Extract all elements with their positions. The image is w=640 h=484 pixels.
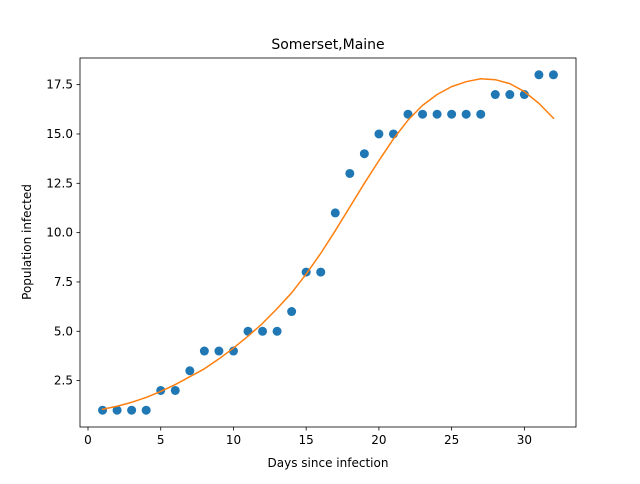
y-tick-label: 12.5	[46, 176, 73, 190]
y-tick-label: 15.0	[46, 127, 73, 141]
data-point	[199, 346, 209, 356]
data-point	[214, 346, 224, 356]
plot-area	[98, 70, 558, 415]
data-point	[447, 109, 457, 119]
data-point	[112, 405, 122, 415]
data-point	[548, 70, 558, 80]
data-point	[534, 70, 544, 80]
data-point	[490, 90, 500, 100]
data-point	[330, 208, 340, 218]
data-point	[505, 90, 515, 100]
data-point	[170, 385, 180, 395]
data-point	[519, 90, 529, 100]
x-axis-label: Days since infection	[268, 456, 389, 470]
x-tick-label: 30	[517, 433, 532, 447]
y-tick-label: 7.5	[54, 275, 73, 289]
data-point	[461, 109, 471, 119]
data-point	[359, 149, 369, 159]
data-point	[127, 405, 137, 415]
chart-title: Somerset,Maine	[271, 37, 384, 53]
data-point	[258, 326, 268, 336]
y-tick-label: 5.0	[54, 324, 73, 338]
data-point	[228, 346, 238, 356]
data-point	[316, 267, 326, 277]
y-tick-label: 17.5	[46, 78, 73, 92]
data-point	[287, 307, 297, 317]
fit-curve-line	[101, 77, 555, 411]
data-point	[403, 109, 413, 119]
x-tick-label: 15	[299, 433, 314, 447]
x-tick-label: 10	[226, 433, 241, 447]
data-point	[185, 366, 195, 376]
data-point	[374, 129, 384, 139]
data-point	[141, 405, 151, 415]
data-point	[418, 109, 428, 119]
data-point	[476, 109, 486, 119]
y-tick-label: 2.5	[54, 374, 73, 388]
x-tick-label: 20	[371, 433, 386, 447]
data-point	[345, 168, 355, 178]
data-point	[432, 109, 442, 119]
x-tick-label: 0	[84, 433, 92, 447]
plot-frame	[79, 57, 577, 428]
data-point	[272, 326, 282, 336]
x-tick-label: 25	[444, 433, 459, 447]
data-point	[98, 405, 108, 415]
y-tick-label: 10.0	[46, 226, 73, 240]
x-tick-label: 5	[157, 433, 165, 447]
y-axis-label: Population infected	[20, 184, 34, 300]
axes: 0 5 10 15 20 25 30 2.5 5.0 7.5 10.0 12.5 15.0 17.5	[46, 57, 577, 447]
